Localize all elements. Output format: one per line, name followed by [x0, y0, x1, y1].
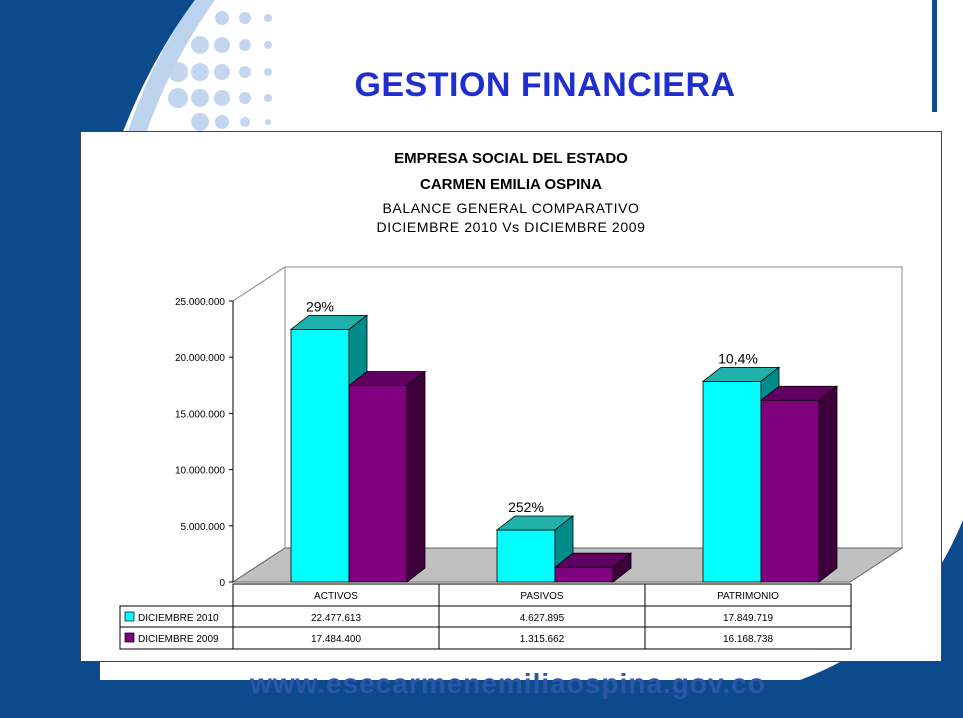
- y-tick-label: 25.000.000: [175, 297, 225, 308]
- y-tick-label: 15.000.000: [175, 409, 225, 420]
- table-category-label: ACTIVOS: [314, 591, 358, 602]
- bar-annotation: 252%: [508, 499, 544, 515]
- chart-title-line-1: EMPRESA SOCIAL DEL ESTADO: [394, 150, 628, 167]
- bar-front: [760, 399, 820, 583]
- table-category-label: PASIVOS: [520, 591, 563, 602]
- bar-annotation: 29%: [306, 298, 334, 314]
- bar-front: [348, 385, 408, 583]
- table-cell-value: 22.477.613: [311, 613, 361, 624]
- bar-front: [290, 328, 350, 583]
- legend-swatch: [124, 632, 135, 643]
- table-category-label: PATRIMONIO: [717, 591, 779, 602]
- bar-annotation: 10,4%: [718, 350, 758, 366]
- legend-label: DICIEMBRE 2010: [138, 613, 219, 624]
- chart-title-line-2: CARMEN EMILIA OSPINA: [420, 176, 602, 193]
- footer-url: www.esecarmenemiliaospina.gov.co: [250, 668, 766, 699]
- y-tick-label: 20.000.000: [175, 353, 225, 364]
- y-tick-label: 5.000.000: [181, 522, 226, 533]
- bar-side: [818, 385, 838, 583]
- bar-activos-2009: [347, 370, 427, 583]
- table-cell-value: 4.627.895: [520, 613, 565, 624]
- slide-title: GESTION FINANCIERA: [354, 66, 736, 104]
- table-cell-value: 17.484.400: [311, 634, 361, 645]
- bar-side: [406, 370, 426, 583]
- legend-swatch: [124, 611, 135, 622]
- chart-subtitle-line-2: DICIEMBRE 2010 Vs DICIEMBRE 2009: [376, 219, 646, 235]
- bar-front: [554, 566, 614, 583]
- table-cell-value: 16.168.738: [723, 634, 773, 645]
- chart-subtitle-line-1: BALANCE GENERAL COMPARATIVO: [382, 200, 640, 216]
- table-cell-value: 17.849.719: [723, 613, 773, 624]
- bar-pasivos-2009: [553, 552, 633, 583]
- bar-front: [702, 380, 762, 583]
- y-tick-label: 0: [219, 578, 225, 589]
- table-cell-value: 1.315.662: [520, 634, 565, 645]
- bar-patrimonio-2009: [759, 385, 839, 583]
- bar-front: [496, 529, 556, 583]
- legend-label: DICIEMBRE 2009: [138, 634, 219, 645]
- bar-side: [612, 552, 632, 583]
- y-tick-label: 10.000.000: [175, 466, 225, 477]
